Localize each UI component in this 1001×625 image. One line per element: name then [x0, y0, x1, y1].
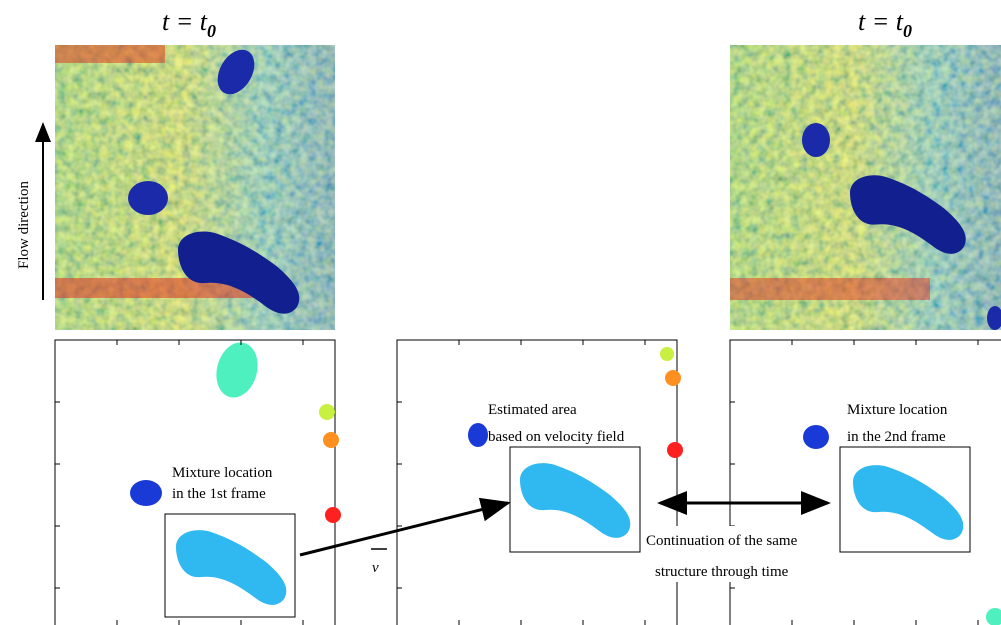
figure: t = t0 t = t0 Flow direction [0, 0, 1001, 625]
annotation-line: structure through time [655, 564, 789, 580]
annotation-line: in the 2nd frame [847, 429, 946, 445]
title-text: t = t [858, 7, 904, 36]
frame-title: t = t0 [858, 7, 912, 41]
panel [55, 338, 341, 625]
flow-label: Flow direction [16, 181, 32, 269]
frame-title: t = t0 [162, 7, 216, 41]
title-text: t = t [162, 7, 208, 36]
annotation-line: in the 1st frame [172, 486, 266, 502]
annotation-line: based on velocity field [488, 429, 625, 445]
title-subscript: 0 [903, 21, 912, 41]
annotation-line: Estimated area [488, 402, 577, 418]
annotation-line: Continuation of the same [646, 533, 798, 549]
annotation-line: Mixture location [172, 465, 273, 481]
heatmap [730, 45, 1001, 330]
annotation-line: Mixture location [847, 402, 948, 418]
panel [397, 340, 683, 625]
title-subscript: 0 [207, 21, 216, 41]
panel [730, 340, 1001, 625]
velocity-label: v [372, 560, 379, 576]
heatmap [55, 43, 335, 330]
